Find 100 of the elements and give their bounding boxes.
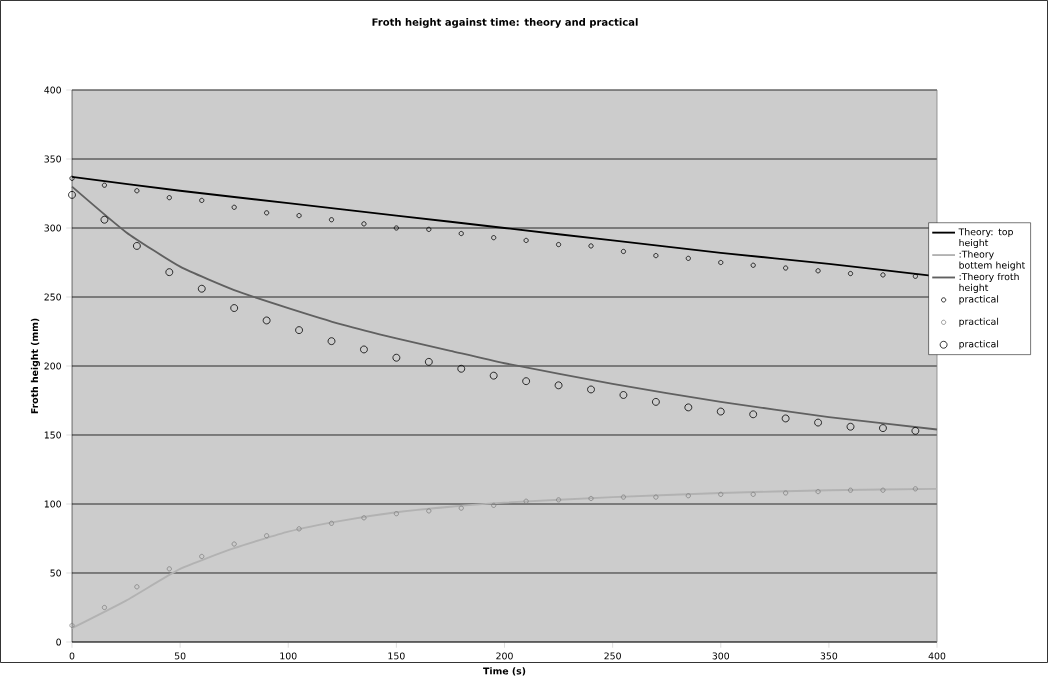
point xyxy=(393,225,399,231)
point xyxy=(846,422,855,431)
point xyxy=(620,494,626,500)
line-series xyxy=(71,185,938,431)
y-tick-label: 0 xyxy=(56,638,61,646)
point xyxy=(847,487,854,493)
point xyxy=(718,491,724,497)
point xyxy=(264,210,270,216)
point xyxy=(783,265,789,271)
point xyxy=(458,505,464,511)
y-tick-label: 100 xyxy=(44,500,61,508)
point xyxy=(880,487,886,493)
chart-title: Froth height against time: theory and practical xyxy=(372,18,638,28)
y-tick-label: 150 xyxy=(44,431,61,439)
point xyxy=(134,584,140,590)
point xyxy=(749,410,758,419)
point xyxy=(426,226,432,232)
legend-label: Theory: top height xyxy=(958,228,1013,249)
point xyxy=(523,498,529,504)
x-tick-label: 100 xyxy=(280,652,297,660)
point xyxy=(556,497,562,503)
y-tick-label: 400 xyxy=(44,86,61,94)
point xyxy=(231,204,237,210)
point xyxy=(653,253,659,259)
point xyxy=(556,242,562,248)
point xyxy=(879,424,887,432)
point xyxy=(491,235,497,241)
point xyxy=(814,418,822,427)
y-axis-title: Froth height (mm) xyxy=(30,318,40,414)
point xyxy=(457,364,466,373)
point xyxy=(554,381,563,390)
y-tick-label: 250 xyxy=(44,293,61,301)
point xyxy=(619,391,628,399)
y-tick-label: 50 xyxy=(50,569,61,577)
point xyxy=(199,553,205,559)
point xyxy=(361,221,367,227)
point xyxy=(718,259,724,266)
point xyxy=(750,262,756,268)
point xyxy=(393,511,399,517)
point xyxy=(685,255,691,261)
point xyxy=(587,385,595,394)
point xyxy=(783,490,789,496)
x-tick-label: 250 xyxy=(604,652,621,660)
point xyxy=(165,268,174,277)
point xyxy=(295,326,303,334)
point xyxy=(912,273,918,279)
point xyxy=(327,337,336,346)
point xyxy=(101,182,107,188)
point xyxy=(716,407,725,416)
point xyxy=(911,426,920,435)
point xyxy=(360,345,368,354)
point xyxy=(620,248,626,254)
x-tick-label: 50 xyxy=(174,652,186,660)
point xyxy=(750,491,756,497)
point xyxy=(522,377,530,386)
point xyxy=(296,213,302,219)
point xyxy=(652,398,660,406)
legend-label: :Theory bottem height xyxy=(959,250,1026,271)
point xyxy=(134,188,140,194)
y-tick-label: 300 xyxy=(44,224,61,232)
y-tick-label: 200 xyxy=(44,362,61,370)
x-tick-label: 150 xyxy=(388,652,405,660)
point xyxy=(489,371,498,380)
point xyxy=(231,541,237,547)
point xyxy=(781,414,790,423)
point xyxy=(68,191,76,199)
x-axis-title: Time (s) xyxy=(483,667,526,676)
point xyxy=(262,316,271,325)
line-series xyxy=(71,487,938,630)
point xyxy=(458,230,464,237)
point xyxy=(588,495,594,501)
point xyxy=(199,197,205,203)
point xyxy=(847,270,854,277)
point xyxy=(424,357,433,366)
point xyxy=(69,175,75,181)
point xyxy=(815,489,821,495)
x-tick-label: 300 xyxy=(712,652,730,660)
point xyxy=(426,508,432,514)
point xyxy=(653,494,659,500)
point xyxy=(230,304,239,312)
point xyxy=(296,526,302,532)
point xyxy=(166,566,172,572)
point xyxy=(392,353,401,362)
point xyxy=(361,515,367,521)
point xyxy=(133,242,141,250)
legend-label: practical xyxy=(959,340,999,350)
x-tick-label: 400 xyxy=(928,652,946,660)
x-tick-label: 200 xyxy=(496,652,513,660)
point xyxy=(685,493,691,499)
point xyxy=(264,533,270,539)
point xyxy=(491,502,497,508)
point xyxy=(197,284,206,293)
point xyxy=(880,272,886,278)
point xyxy=(328,217,335,223)
point xyxy=(684,403,693,412)
point xyxy=(166,195,172,201)
point xyxy=(815,268,821,274)
point xyxy=(69,622,75,628)
point xyxy=(328,520,335,526)
x-tick-label: 350 xyxy=(820,652,838,660)
